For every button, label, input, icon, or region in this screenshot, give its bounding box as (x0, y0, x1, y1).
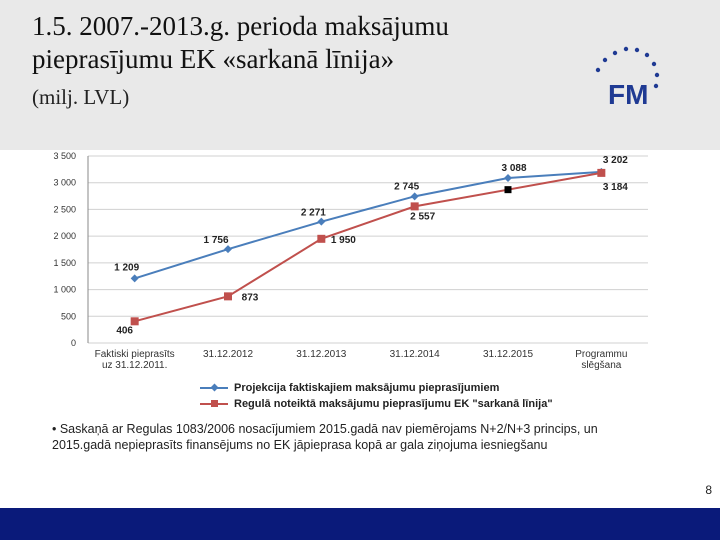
data-point-diamond (224, 245, 232, 254)
data-point-square (597, 168, 606, 177)
chart-panel (40, 150, 665, 475)
ministry-logo-icon: FM (595, 46, 660, 110)
y-tick-label: 3 500 (53, 151, 76, 161)
x-tick-label: 31.12.2014 (390, 349, 440, 360)
data-label: 3 202 (603, 155, 628, 166)
data-point-square (130, 317, 139, 326)
y-tick-label: 0 (71, 338, 76, 348)
data-label: 1 950 (331, 235, 356, 246)
legend-swatch-projection (200, 383, 228, 393)
data-point-square (410, 202, 419, 211)
data-label: 873 (242, 292, 259, 303)
slide-footer-bar (0, 508, 720, 540)
data-point-diamond (130, 274, 139, 283)
slide-title-line-2: pieprasījumu EK «sarkanā līnija» (32, 44, 395, 74)
line-chart: 0 500 1 000 1 500 2 000 2 500 3 000 3 500 Faktis… (53, 151, 648, 371)
data-label: 2 557 (410, 211, 435, 222)
x-tick-label: 31.12.2012 (203, 349, 253, 360)
y-tick-label: 1 000 (53, 285, 76, 295)
y-tick-label: 500 (61, 311, 76, 321)
page-number: 8 (705, 483, 712, 497)
data-label: 3 088 (501, 163, 526, 174)
data-label: 406 (116, 325, 133, 336)
slide-header (0, 0, 720, 150)
logo-letters: FM (608, 79, 648, 110)
x-tick-label: slēgšana (581, 360, 621, 371)
legend-item-red-line: Regulā noteiktā maksājumu pieprasījumu E… (200, 396, 553, 412)
data-point-extra (504, 186, 512, 194)
x-tick-label: Programmu (575, 349, 627, 360)
y-tick-label: 2 000 (53, 231, 76, 241)
footnote-text: • Saskaņā ar Regulas 1083/2006 nosacījum… (52, 422, 598, 452)
series-line-2 (134, 171, 602, 323)
data-point-square (317, 234, 326, 243)
x-tick-label: uz 31.12.2011. (102, 360, 167, 371)
chart-legend: Projekcija faktiskajiem maksājumu piepra… (200, 380, 553, 412)
data-label: 2 271 (301, 208, 326, 219)
legend-label-red-line: Regulā noteiktā maksājumu pieprasījumu E… (234, 398, 553, 410)
x-tick-label: Faktiski pieprasīts (95, 349, 175, 360)
data-label: 1 756 (203, 235, 228, 246)
legend-label-projection: Projekcija faktiskajiem maksājumu piepra… (234, 382, 500, 394)
x-tick-label: 31.12.2013 (296, 349, 346, 360)
series-line-1 (134, 170, 602, 280)
data-point-diamond (317, 217, 326, 226)
data-point-diamond (410, 192, 419, 201)
data-label: 2 745 (394, 181, 419, 192)
data-point-diamond (504, 174, 512, 183)
data-label: 1 209 (114, 262, 139, 273)
slide-title-line-1: 1.5. 2007.-2013.g. perioda maksājumu (32, 11, 449, 41)
legend-item-projection: Projekcija faktiskajiem maksājumu piepra… (200, 380, 553, 396)
data-label: 3 184 (603, 182, 628, 193)
data-point-square (224, 292, 232, 301)
y-tick-label: 1 500 (53, 258, 76, 268)
y-tick-label: 3 000 (53, 178, 76, 188)
y-tick-label: 2 500 (53, 204, 76, 214)
slide-subtitle: (milj. LVL) (32, 85, 130, 109)
legend-swatch-red-line (200, 399, 228, 409)
x-tick-label: 31.12.2015 (483, 349, 533, 360)
slide-title: 1.5. 2007.-2013.g. perioda maksājumu pie… (32, 10, 449, 76)
